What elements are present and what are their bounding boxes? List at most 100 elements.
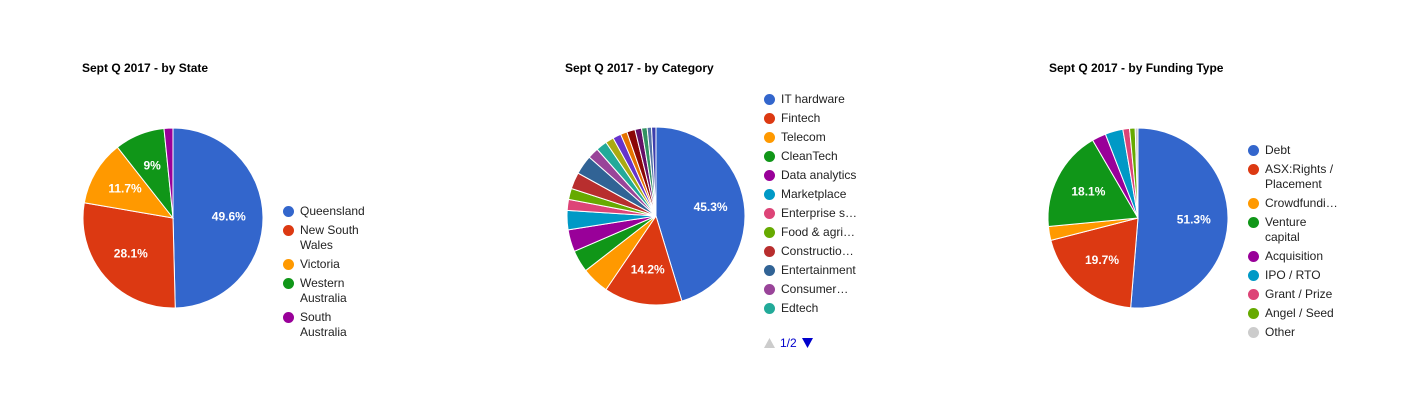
legend-label: Grant / Prize bbox=[1265, 287, 1333, 301]
legend-item: Western Australia bbox=[283, 276, 375, 306]
legend-swatch bbox=[764, 132, 775, 143]
legend-swatch bbox=[283, 312, 294, 323]
legend-item: Food & agri… bbox=[764, 225, 855, 240]
pie-slice bbox=[163, 127, 174, 219]
pie-slice bbox=[1130, 127, 1229, 309]
legend-label: CleanTech bbox=[781, 149, 838, 163]
legend-swatch bbox=[1248, 327, 1259, 338]
legend-item: Consumer… bbox=[764, 282, 848, 297]
pie-slice bbox=[1134, 127, 1139, 219]
slice-label: 14.2% bbox=[631, 263, 665, 277]
slice-label: 18.1% bbox=[1071, 185, 1105, 199]
legend-label: Venture capital bbox=[1265, 215, 1307, 244]
legend-label: Enterprise s… bbox=[781, 206, 858, 220]
legend-item: South Australia bbox=[283, 310, 375, 340]
legend-label: South Australia bbox=[300, 310, 347, 339]
legend-label: ASX:Rights / Placement bbox=[1265, 162, 1334, 191]
legend-item: Entertainment bbox=[764, 263, 856, 278]
legend-swatch bbox=[764, 189, 775, 200]
legend-swatch bbox=[1248, 308, 1259, 319]
pie-slice bbox=[605, 214, 683, 306]
pie-slice bbox=[172, 127, 264, 309]
legend-swatch bbox=[283, 206, 294, 217]
legend-item: Queensland bbox=[283, 204, 365, 219]
legend-label: Western Australia bbox=[300, 276, 347, 305]
legend-label: Consumer… bbox=[781, 282, 849, 296]
legend-label: IT hardware bbox=[781, 92, 845, 106]
legend-swatch bbox=[1248, 145, 1259, 156]
legend-item: Edtech bbox=[764, 301, 818, 316]
legend-label: Queensland bbox=[300, 204, 365, 218]
legend-label: Entertainment bbox=[781, 263, 856, 277]
pager-text: 1/2 bbox=[780, 336, 797, 350]
slice-label: 28.1% bbox=[114, 247, 148, 261]
pager-next[interactable] bbox=[801, 338, 813, 348]
legend-item: Constructio… bbox=[764, 244, 854, 259]
legend-swatch bbox=[1248, 289, 1259, 300]
legend-item: Other bbox=[1248, 325, 1295, 340]
pie-slice bbox=[83, 146, 175, 219]
chart-title: Sept Q 2017 - by Category bbox=[565, 61, 714, 75]
legend-item: Data analytics bbox=[764, 168, 856, 183]
pie-slice bbox=[655, 126, 746, 302]
legend-swatch bbox=[764, 265, 775, 276]
legend-swatch bbox=[1248, 164, 1259, 175]
legend-swatch bbox=[283, 278, 294, 289]
legend-swatch bbox=[1248, 251, 1259, 262]
legend-item: Enterprise s… bbox=[764, 206, 857, 221]
legend-label: Victoria bbox=[300, 257, 340, 271]
chart-title: Sept Q 2017 - by Funding Type bbox=[1049, 61, 1224, 75]
legend-item: IT hardware bbox=[764, 92, 845, 107]
legend-label: Data analytics bbox=[781, 168, 857, 182]
chart-title: Sept Q 2017 - by State bbox=[82, 61, 208, 75]
pie-slice bbox=[1047, 139, 1139, 228]
legend-label: Other bbox=[1265, 325, 1296, 339]
legend-swatch bbox=[1248, 270, 1259, 281]
legend-pager: 1/2 bbox=[764, 336, 813, 350]
legend-swatch bbox=[283, 259, 294, 270]
legend-item: Marketplace bbox=[764, 187, 846, 202]
slice-label: 45.3% bbox=[694, 200, 728, 214]
legend-label: Acquisition bbox=[1265, 249, 1324, 263]
slice-label: 19.7% bbox=[1085, 253, 1119, 267]
slice-label: 51.3% bbox=[1177, 212, 1211, 226]
legend-item: Victoria bbox=[283, 257, 340, 272]
slice-label: 11.7% bbox=[108, 182, 142, 196]
legend-label: IPO / RTO bbox=[1265, 268, 1321, 282]
legend-swatch bbox=[764, 246, 775, 257]
pie-slice bbox=[82, 202, 176, 309]
legend-swatch bbox=[283, 225, 294, 236]
pager-prev[interactable] bbox=[764, 338, 775, 348]
legend-item: Telecom bbox=[764, 130, 826, 145]
legend-swatch bbox=[1248, 217, 1259, 228]
legend-item: CleanTech bbox=[764, 149, 838, 164]
legend-item: ASX:Rights / Placement bbox=[1248, 162, 1340, 192]
legend-swatch bbox=[764, 113, 775, 124]
legend-swatch bbox=[764, 208, 775, 219]
legend-label: Fintech bbox=[781, 111, 821, 125]
legend-label: Marketplace bbox=[781, 187, 847, 201]
legend-item: Grant / Prize bbox=[1248, 287, 1332, 302]
legend-label: Food & agri… bbox=[781, 225, 856, 239]
legend-label: Crowdfundi… bbox=[1265, 196, 1338, 210]
legend-swatch bbox=[764, 151, 775, 162]
legend-item: Crowdfundi… bbox=[1248, 196, 1338, 211]
slice-label: 49.6% bbox=[212, 209, 246, 223]
legend-label: Constructio… bbox=[781, 244, 854, 258]
legend-label: Telecom bbox=[781, 130, 826, 144]
pie-slice bbox=[651, 126, 657, 217]
legend-swatch bbox=[764, 303, 775, 314]
legend-item: Angel / Seed bbox=[1248, 306, 1334, 321]
legend-label: Edtech bbox=[781, 301, 819, 315]
legend-swatch bbox=[764, 284, 775, 295]
legend-swatch bbox=[764, 170, 775, 181]
legend-swatch bbox=[764, 227, 775, 238]
legend-label: Debt bbox=[1265, 143, 1291, 157]
legend-item: Fintech bbox=[764, 111, 820, 126]
legend-item: New South Wales bbox=[283, 223, 375, 253]
legend-item: Acquisition bbox=[1248, 249, 1323, 264]
legend-item: Venture capital bbox=[1248, 215, 1340, 245]
legend-label: New South Wales bbox=[300, 223, 359, 252]
